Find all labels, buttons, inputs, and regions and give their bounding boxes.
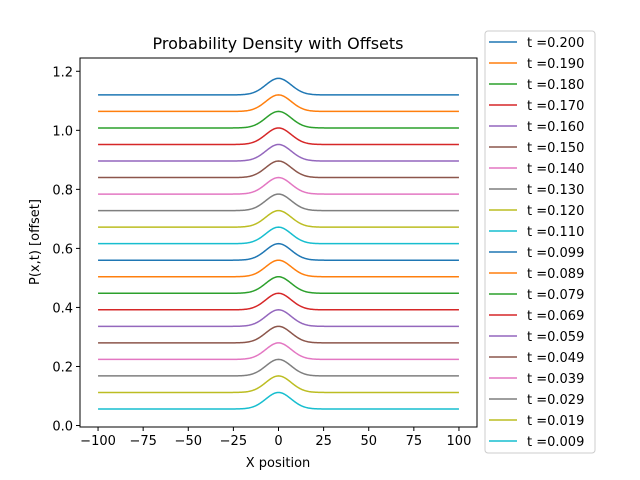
- legend-label-19: t =0.009: [527, 435, 584, 450]
- series-line-6: [98, 176, 459, 195]
- series-line-11: [98, 259, 459, 278]
- y-tick-label: 1.2: [52, 65, 73, 80]
- legend: t =0.200 t =0.190 t =0.180 t =0.170 t =0.160…: [484, 30, 596, 454]
- series-line-12: [98, 275, 459, 295]
- series-line-14: [98, 309, 459, 328]
- series-line-1: [98, 94, 459, 113]
- legend-label-8: t =0.120: [527, 204, 584, 219]
- series-line-18: [98, 375, 459, 394]
- x-tick-label: −75: [129, 434, 156, 449]
- series-line-19: [98, 391, 459, 410]
- x-tick-label: 100: [447, 434, 472, 449]
- legend-label-13: t =0.069: [527, 309, 584, 324]
- legend-label-7: t =0.130: [527, 183, 584, 198]
- series-line-2: [98, 110, 459, 129]
- legend-label-17: t =0.029: [527, 393, 584, 408]
- x-tick-label: −50: [175, 434, 202, 449]
- legend-label-3: t =0.170: [527, 99, 584, 114]
- series-line-5: [98, 160, 459, 179]
- legend-label-16: t =0.039: [527, 372, 584, 387]
- y-tick-label: 0.2: [52, 360, 73, 375]
- y-tick-label: 0.0: [52, 420, 73, 435]
- y-tick-label: 1.0: [52, 124, 73, 139]
- x-tick-label: 0: [274, 434, 282, 449]
- legend-label-15: t =0.049: [527, 351, 584, 366]
- series-line-8: [98, 209, 459, 228]
- x-tick-label: 25: [315, 434, 332, 449]
- y-tick-label: 0.4: [52, 301, 73, 316]
- series-line-7: [98, 193, 459, 212]
- series-line-0: [98, 77, 459, 96]
- legend-label-1: t =0.190: [527, 57, 584, 72]
- legend-label-4: t =0.160: [527, 120, 584, 135]
- y-axis-label: P(x,t) [offset]: [28, 199, 43, 285]
- series-line-10: [98, 242, 459, 261]
- series-line-16: [98, 342, 459, 361]
- x-tick-label: 75: [406, 434, 423, 449]
- series-line-9: [98, 226, 459, 245]
- series-line-17: [98, 358, 459, 377]
- series-line-4: [98, 143, 459, 162]
- legend-box: [484, 30, 596, 454]
- y-axis-ticks: 0.0 0.2 0.4 0.6 0.8 1.0 1.2: [52, 65, 80, 435]
- y-tick-label: 0.6: [52, 242, 73, 257]
- chart-title: Probability Density with Offsets: [152, 34, 403, 53]
- legend-label-5: t =0.150: [527, 141, 584, 156]
- legend-label-6: t =0.140: [527, 162, 584, 177]
- y-tick-label: 0.8: [52, 183, 73, 198]
- series-layer: [98, 77, 459, 410]
- x-axis-ticks: −100 −75 −50 −25 0 25 50 75 100: [80, 427, 471, 449]
- series-line-13: [98, 292, 459, 311]
- series-line-3: [98, 127, 459, 146]
- legend-label-14: t =0.059: [527, 330, 584, 345]
- legend-label-18: t =0.019: [527, 414, 584, 429]
- x-tick-label: −100: [80, 434, 116, 449]
- x-tick-label: 50: [360, 434, 377, 449]
- x-axis-label: X position: [246, 456, 311, 471]
- legend-label-2: t =0.180: [527, 78, 584, 93]
- legend-label-11: t =0.089: [527, 267, 584, 282]
- legend-label-10: t =0.099: [527, 246, 584, 261]
- legend-label-0: t =0.200: [527, 36, 584, 51]
- series-line-15: [98, 325, 459, 344]
- legend-label-9: t =0.110: [527, 225, 584, 240]
- legend-label-12: t =0.079: [527, 288, 584, 303]
- x-tick-label: −25: [220, 434, 247, 449]
